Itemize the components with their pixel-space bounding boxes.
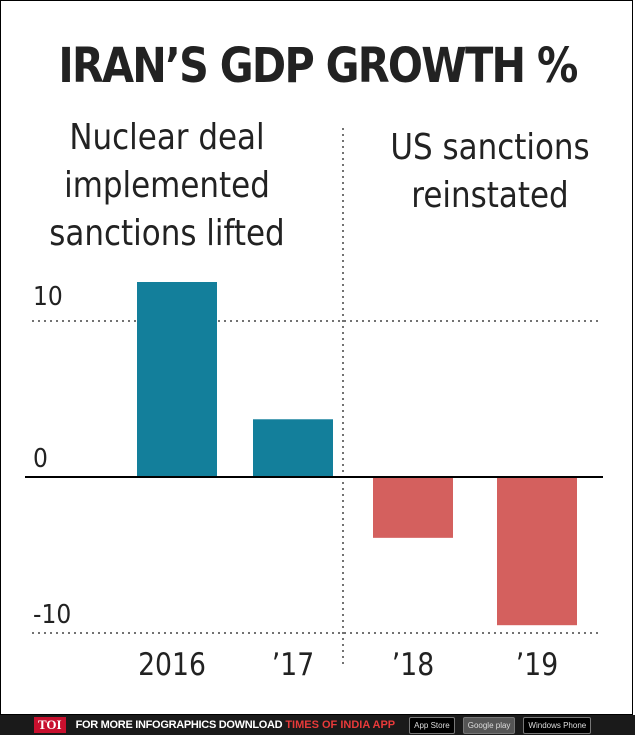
toi-logo: TOI (34, 717, 66, 733)
gdp-bar-chart: 10 0 -10 2016 ’17 ’18 ’19 (25, 128, 603, 683)
x-tick-label: ’18 (392, 646, 434, 682)
page-title: IRAN’S GDP GROWTH % (58, 38, 578, 94)
y-tick-label: 0 (33, 444, 48, 474)
bar-3 (497, 477, 577, 626)
windows-phone-badge[interactable]: Windows Phone (523, 716, 592, 734)
app-store-badge[interactable]: App Store (409, 716, 455, 734)
y-tick-label: 10 (33, 282, 63, 312)
x-tick-label: 2016 (138, 646, 206, 682)
annotation-left: Nuclear deal implemented sanctions lifte… (38, 114, 296, 258)
footer-bar: TOI FOR MORE INFOGRAPHICS DOWNLOAD TIMES… (0, 715, 635, 735)
footer-text: FOR MORE INFOGRAPHICS DOWNLOAD (75, 719, 283, 731)
bar-0 (137, 282, 217, 477)
infographic-frame (0, 0, 633, 715)
bar-1 (253, 419, 333, 477)
annotation-left-line: Nuclear deal (69, 117, 265, 158)
annotation-left-line: sanctions lifted (49, 213, 285, 254)
annotation-right: US sanctions reinstated (370, 124, 611, 220)
annotation-right-line: reinstated (411, 175, 569, 216)
y-tick-label: -10 (33, 600, 71, 630)
google-play-badge[interactable]: Google play (462, 716, 516, 734)
annotation-left-line: implemented (64, 165, 270, 206)
x-tick-label: ’17 (272, 646, 314, 682)
annotation-right-line: US sanctions (390, 127, 590, 168)
bar-2 (373, 477, 453, 538)
x-tick-label: ’19 (516, 646, 558, 682)
footer-brand: TIMES OF INDIA APP (285, 719, 396, 731)
